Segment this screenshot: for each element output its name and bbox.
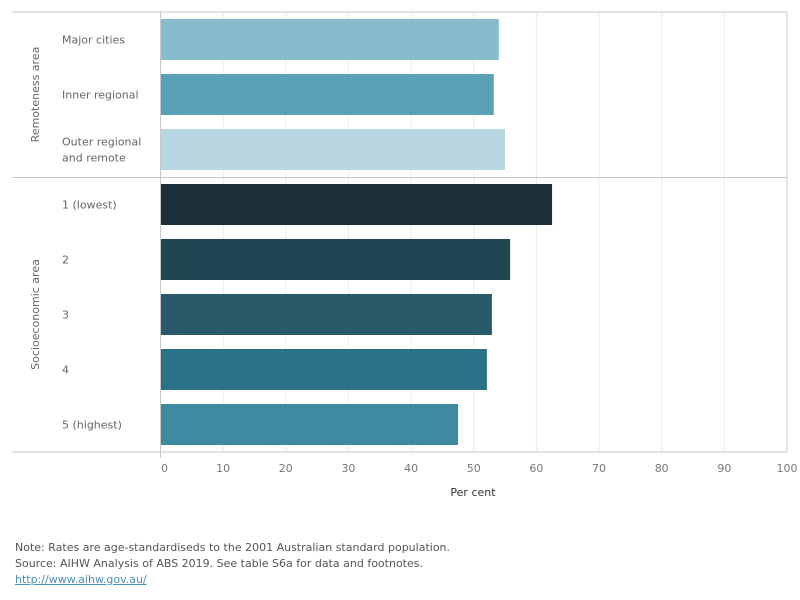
bar	[161, 184, 553, 225]
category-label: 5 (highest)	[62, 419, 122, 432]
category-label: Outer regional	[62, 136, 141, 149]
category-label: 1 (lowest)	[62, 199, 117, 212]
category-label: Inner regional	[62, 89, 139, 102]
bar	[161, 239, 511, 280]
x-tick-label: 30	[341, 462, 355, 475]
x-tick-label: 0	[161, 462, 168, 475]
group-label: Socioeconomic area	[29, 259, 42, 370]
x-tick-label: 80	[655, 462, 669, 475]
x-tick-label: 70	[592, 462, 606, 475]
x-tick-label: 60	[529, 462, 543, 475]
aihw-link[interactable]: http://www.aihw.gov.au/	[15, 573, 147, 586]
group-label: Remoteness area	[29, 47, 42, 143]
x-tick-label: 50	[467, 462, 481, 475]
bar-chart: Major cities Inner regional Outer regional…	[12, 11, 798, 499]
bar	[161, 349, 487, 390]
bar	[161, 19, 499, 60]
bar	[161, 74, 494, 115]
x-tick-label: 100	[777, 462, 798, 475]
x-tick-label: 10	[216, 462, 230, 475]
category-label: 4	[62, 364, 69, 377]
category-label: 3	[62, 309, 69, 322]
category-label: Major cities	[62, 34, 125, 47]
category-label: and remote	[62, 152, 126, 165]
note-text: Note: Rates are age-standardiseds to the…	[15, 541, 451, 554]
footnotes: Note: Rates are age-standardiseds to the…	[15, 540, 450, 588]
x-axis-title: Per cent	[450, 486, 496, 499]
x-tick-label: 90	[717, 462, 731, 475]
source-text: Source: AIHW Analysis of ABS 2019. See t…	[15, 557, 423, 570]
x-tick-label: 20	[279, 462, 293, 475]
bar	[161, 404, 459, 445]
x-tick-label: 40	[404, 462, 418, 475]
bar	[161, 129, 506, 170]
category-label: 2	[62, 254, 69, 267]
bar	[161, 294, 492, 335]
